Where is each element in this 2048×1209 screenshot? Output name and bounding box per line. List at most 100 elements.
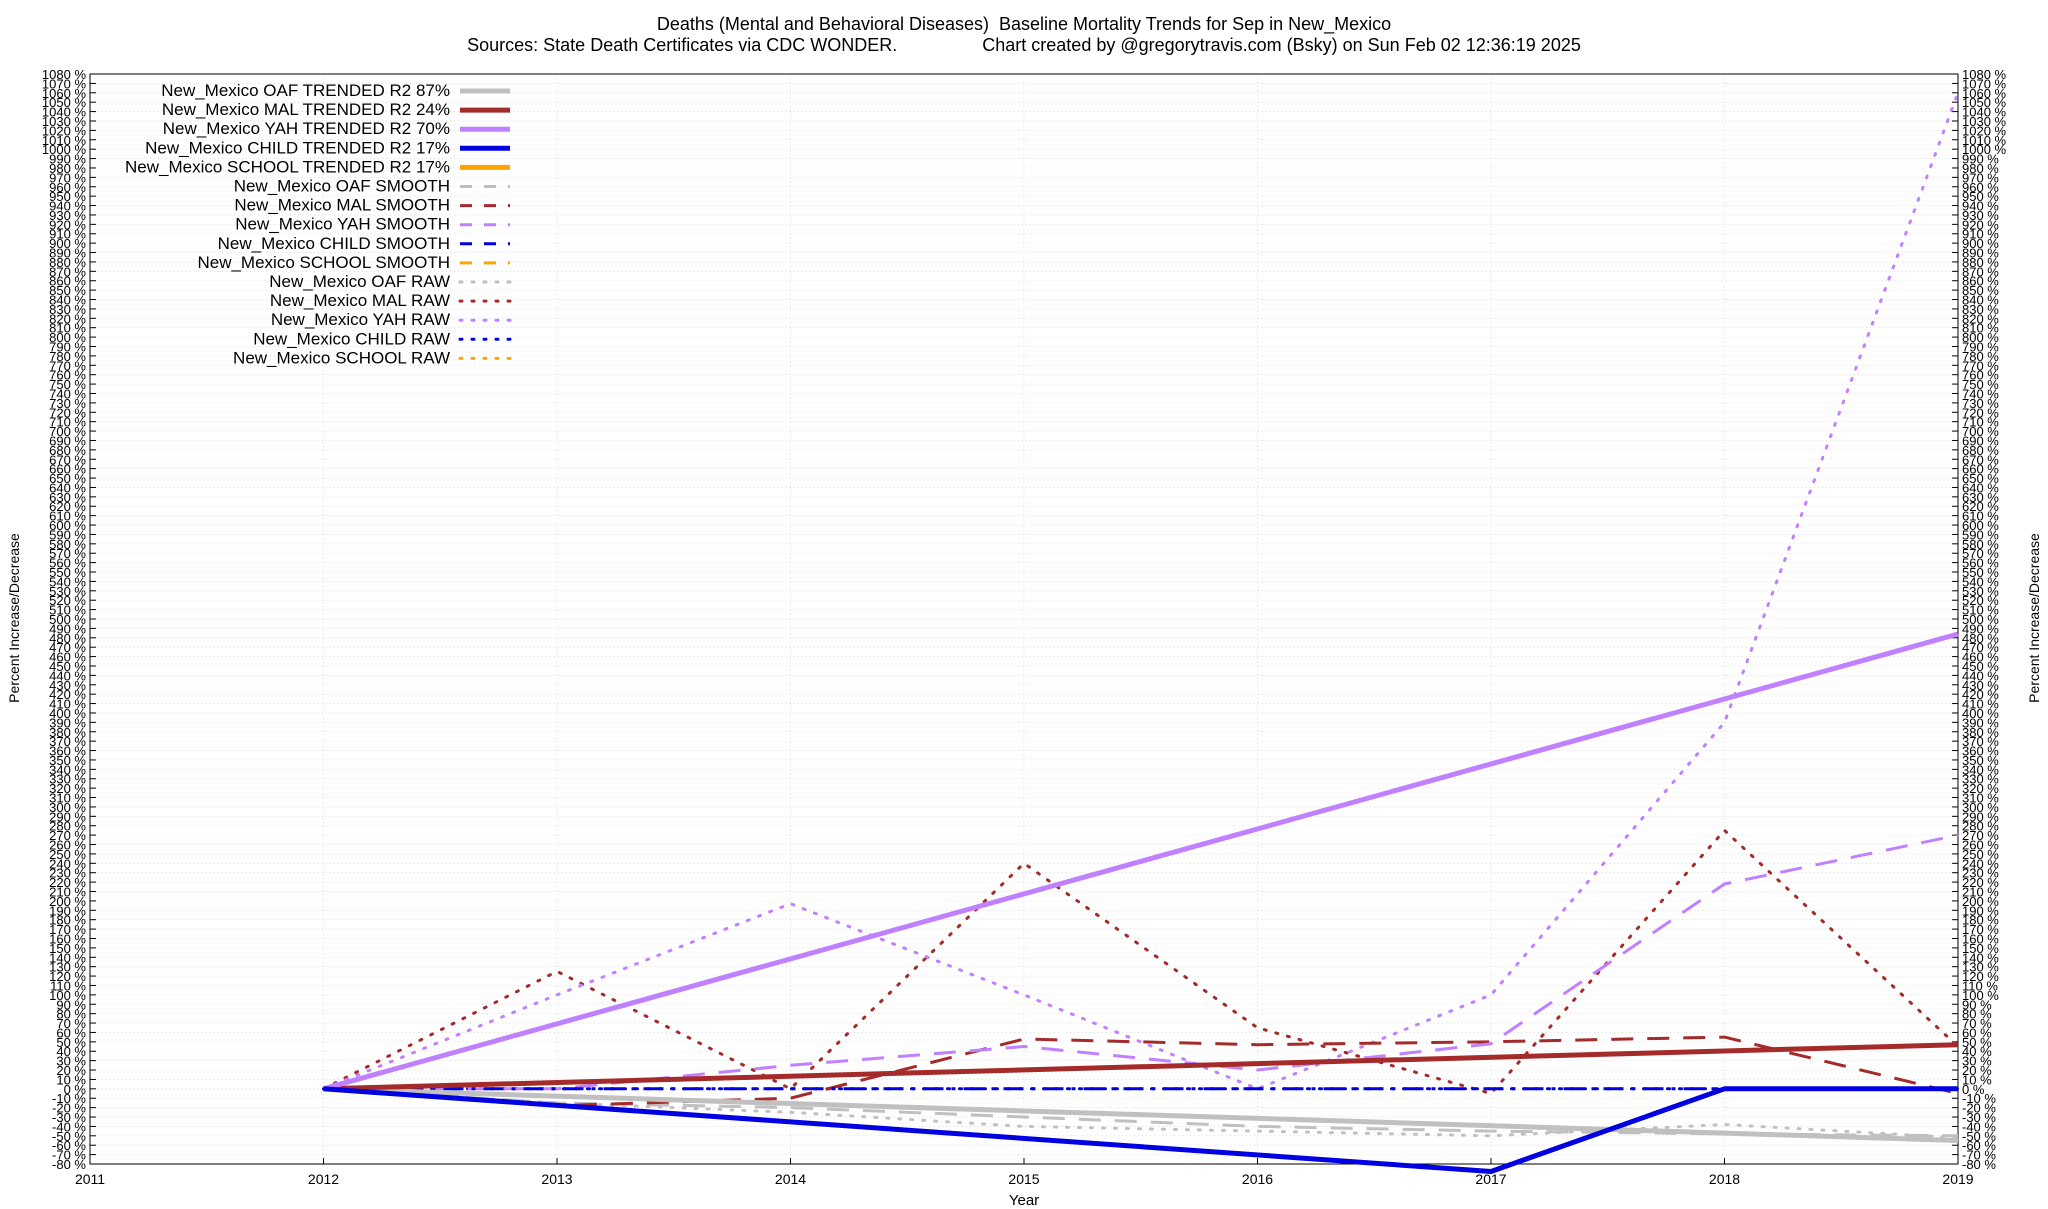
- y-tick-label: 360 %: [49, 744, 86, 759]
- legend: New_Mexico OAF TRENDED R2 87% New_Mexico …: [125, 81, 512, 367]
- y-tick-label: 160 %: [1962, 931, 1999, 946]
- y-tick-label: 660 %: [49, 462, 86, 477]
- y-tick-label: 140 %: [1962, 950, 1999, 965]
- y-tick-label: 650 %: [1962, 471, 1999, 486]
- y-tick-label: 890 %: [49, 246, 86, 261]
- y-tick-label: 820 %: [49, 311, 86, 326]
- y-tick-label: 30 %: [1962, 1054, 1992, 1069]
- y-tick-label: 110 %: [50, 978, 86, 993]
- series-line: [323, 1035, 1959, 1108]
- y-tick-label: 700 %: [1962, 424, 1999, 439]
- y-tick-label: 840 %: [1962, 293, 1999, 308]
- legend-label: New_Mexico OAF SMOOTH: [234, 177, 450, 196]
- y-tick-label: 870 %: [1962, 264, 1999, 279]
- y-tick-label: 970 %: [1962, 170, 1999, 185]
- series-line: [323, 1086, 1958, 1174]
- series-layer: [322, 91, 1960, 1174]
- y-tick-label: 590 %: [49, 527, 86, 542]
- legend-label: New_Mexico YAH SMOOTH: [235, 215, 450, 234]
- y-tick-label: 480 %: [49, 631, 86, 646]
- x-tick-label: 2015: [1008, 1171, 1039, 1187]
- y-tick-label: 1050 %: [42, 95, 87, 110]
- y-tick-label: 830 %: [49, 302, 86, 317]
- y-tick-label: 860 %: [49, 274, 86, 289]
- y-tick-label: 590 %: [1962, 527, 1999, 542]
- y-tick-label: 920 %: [1962, 217, 1999, 232]
- y-tick-label: 1010 %: [42, 133, 87, 148]
- y-tick-label: 630 %: [1962, 490, 1999, 505]
- y-axis-left: -80 %-70 %-60 %-50 %-40 %-30 %-20 %-10 %…: [42, 67, 96, 1172]
- y-tick-label: 90 %: [56, 997, 86, 1012]
- y-tick-label: 710 %: [49, 415, 86, 430]
- y-tick-label: 40 %: [56, 1044, 86, 1059]
- y-tick-label: 750 %: [49, 377, 86, 392]
- x-tick-label: 2013: [541, 1171, 572, 1187]
- y-tick-label: 80 %: [1962, 1007, 1992, 1022]
- y-tick-label: 830 %: [1962, 302, 1999, 317]
- y-tick-label: 530 %: [49, 584, 86, 599]
- y-tick-label: 230 %: [1962, 866, 1999, 881]
- y-tick-label: 670 %: [1962, 452, 1999, 467]
- legend-label: New_Mexico SCHOOL TRENDED R2 17%: [125, 157, 450, 176]
- y-tick-label: 770 %: [1962, 358, 1999, 373]
- chart-subtitle: Sources: State Death Certificates via CD…: [467, 35, 1581, 55]
- legend-label: New_Mexico MAL SMOOTH: [234, 196, 450, 215]
- y-tick-label: 850 %: [1962, 283, 1999, 298]
- y-tick-label: 400 %: [49, 706, 86, 721]
- y-tick-label: 10 %: [56, 1072, 86, 1087]
- x-axis-label: Year: [1008, 1192, 1040, 1209]
- y-tick-label: 280 %: [1962, 819, 1999, 834]
- y-tick-label: 610 %: [1962, 509, 1999, 524]
- y-tick-label: 420 %: [49, 687, 86, 702]
- y-tick-label: 580 %: [49, 537, 86, 552]
- x-tick-label: 2018: [1709, 1171, 1740, 1187]
- y-tick-label: 150 %: [1962, 941, 1999, 956]
- y-tick-label: 1040 %: [42, 105, 87, 120]
- x-tick-label: 2016: [1242, 1171, 1273, 1187]
- y-tick-label: 880 %: [49, 255, 86, 270]
- chart-title: Deaths (Mental and Behavioral Diseases) …: [656, 14, 1392, 34]
- y-tick-label: 560 %: [49, 556, 86, 571]
- y-tick-label: 160 %: [49, 931, 86, 946]
- y-tick-label: 540 %: [49, 574, 86, 589]
- y-tick-label: 1020 %: [42, 123, 87, 138]
- y-tick-label: 200 %: [1962, 894, 1999, 909]
- x-tick-label: 2019: [1942, 1171, 1973, 1187]
- y-tick-label: 180 %: [49, 913, 86, 928]
- y-tick-label: 1080 %: [1962, 67, 2007, 82]
- legend-label: New_Mexico YAH TRENDED R2 70%: [163, 119, 450, 138]
- y-tick-label: 400 %: [1962, 706, 1999, 721]
- y-tick-label: 720 %: [1962, 405, 1999, 420]
- y-tick-label: 550 %: [1962, 565, 1999, 580]
- y-tick-label: 120 %: [49, 969, 86, 984]
- y-tick-label: 150 %: [49, 941, 86, 956]
- y-tick-label: 190 %: [49, 903, 86, 918]
- y-tick-label: 60 %: [1962, 1025, 1992, 1040]
- legend-label: New_Mexico OAF RAW: [269, 272, 450, 291]
- y-tick-label: 560 %: [1962, 556, 1999, 571]
- x-tick-label: 2011: [75, 1171, 105, 1187]
- y-tick-label: 350 %: [1962, 753, 1999, 768]
- y-tick-label: 490 %: [49, 621, 86, 636]
- y-tick-label: 230 %: [49, 866, 86, 881]
- y-tick-label: 0 %: [1962, 1082, 1985, 1097]
- y-tick-label: 530 %: [1962, 584, 1999, 599]
- y-tick-label: 300 %: [49, 800, 86, 815]
- y-tick-label: 60 %: [56, 1025, 86, 1040]
- y-tick-label: 240 %: [49, 856, 86, 871]
- legend-label: New_Mexico OAF TRENDED R2 87%: [161, 81, 450, 100]
- series-line: [322, 631, 1959, 1092]
- y-tick-label: 90 %: [1962, 997, 1992, 1012]
- y-tick-label: 690 %: [1962, 433, 1999, 448]
- x-axis: 2011 2012 2013 2014 2015 2016 2017 2018 2019: [75, 1158, 1974, 1187]
- y-tick-label: -60 %: [1962, 1138, 1996, 1153]
- y-tick-label: 320 %: [49, 781, 86, 796]
- y-tick-label: 440 %: [1962, 668, 1999, 683]
- y-tick-label: 660 %: [1962, 462, 1999, 477]
- y-tick-label: 70 %: [56, 1016, 86, 1031]
- y-tick-label: 1050 %: [1962, 95, 2007, 110]
- series-line: [323, 1086, 1959, 1143]
- y-tick-label: 930 %: [1962, 208, 1999, 223]
- y-tick-label: 170 %: [49, 922, 86, 937]
